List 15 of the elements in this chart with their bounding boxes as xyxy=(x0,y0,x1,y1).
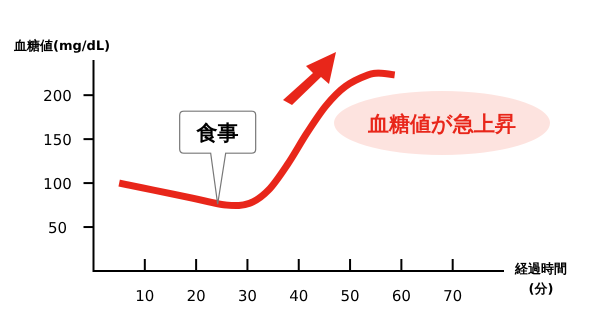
annotation: 血糖値が急上昇 xyxy=(367,112,516,136)
annotation: 食事 xyxy=(196,121,239,146)
y-tick-label: 100 xyxy=(43,175,72,194)
y-tick-label: 50 xyxy=(48,219,68,238)
x-tick-label: 70 xyxy=(443,287,462,305)
x-tick-label: 60 xyxy=(392,287,411,305)
y-axis-title: 血糖値(mg/dL) xyxy=(13,38,110,54)
y-tick-label: 200 xyxy=(43,87,72,106)
x-tick-label: 20 xyxy=(186,287,206,305)
x-tick-label: 50 xyxy=(340,287,360,305)
x-tick-label: 10 xyxy=(135,287,154,305)
y-tick-label: 150 xyxy=(43,131,72,150)
x-tick-label: 30 xyxy=(238,287,257,305)
x-tick-label: 40 xyxy=(289,287,308,305)
x-axis-title: 経過時間 (分) xyxy=(514,262,567,297)
